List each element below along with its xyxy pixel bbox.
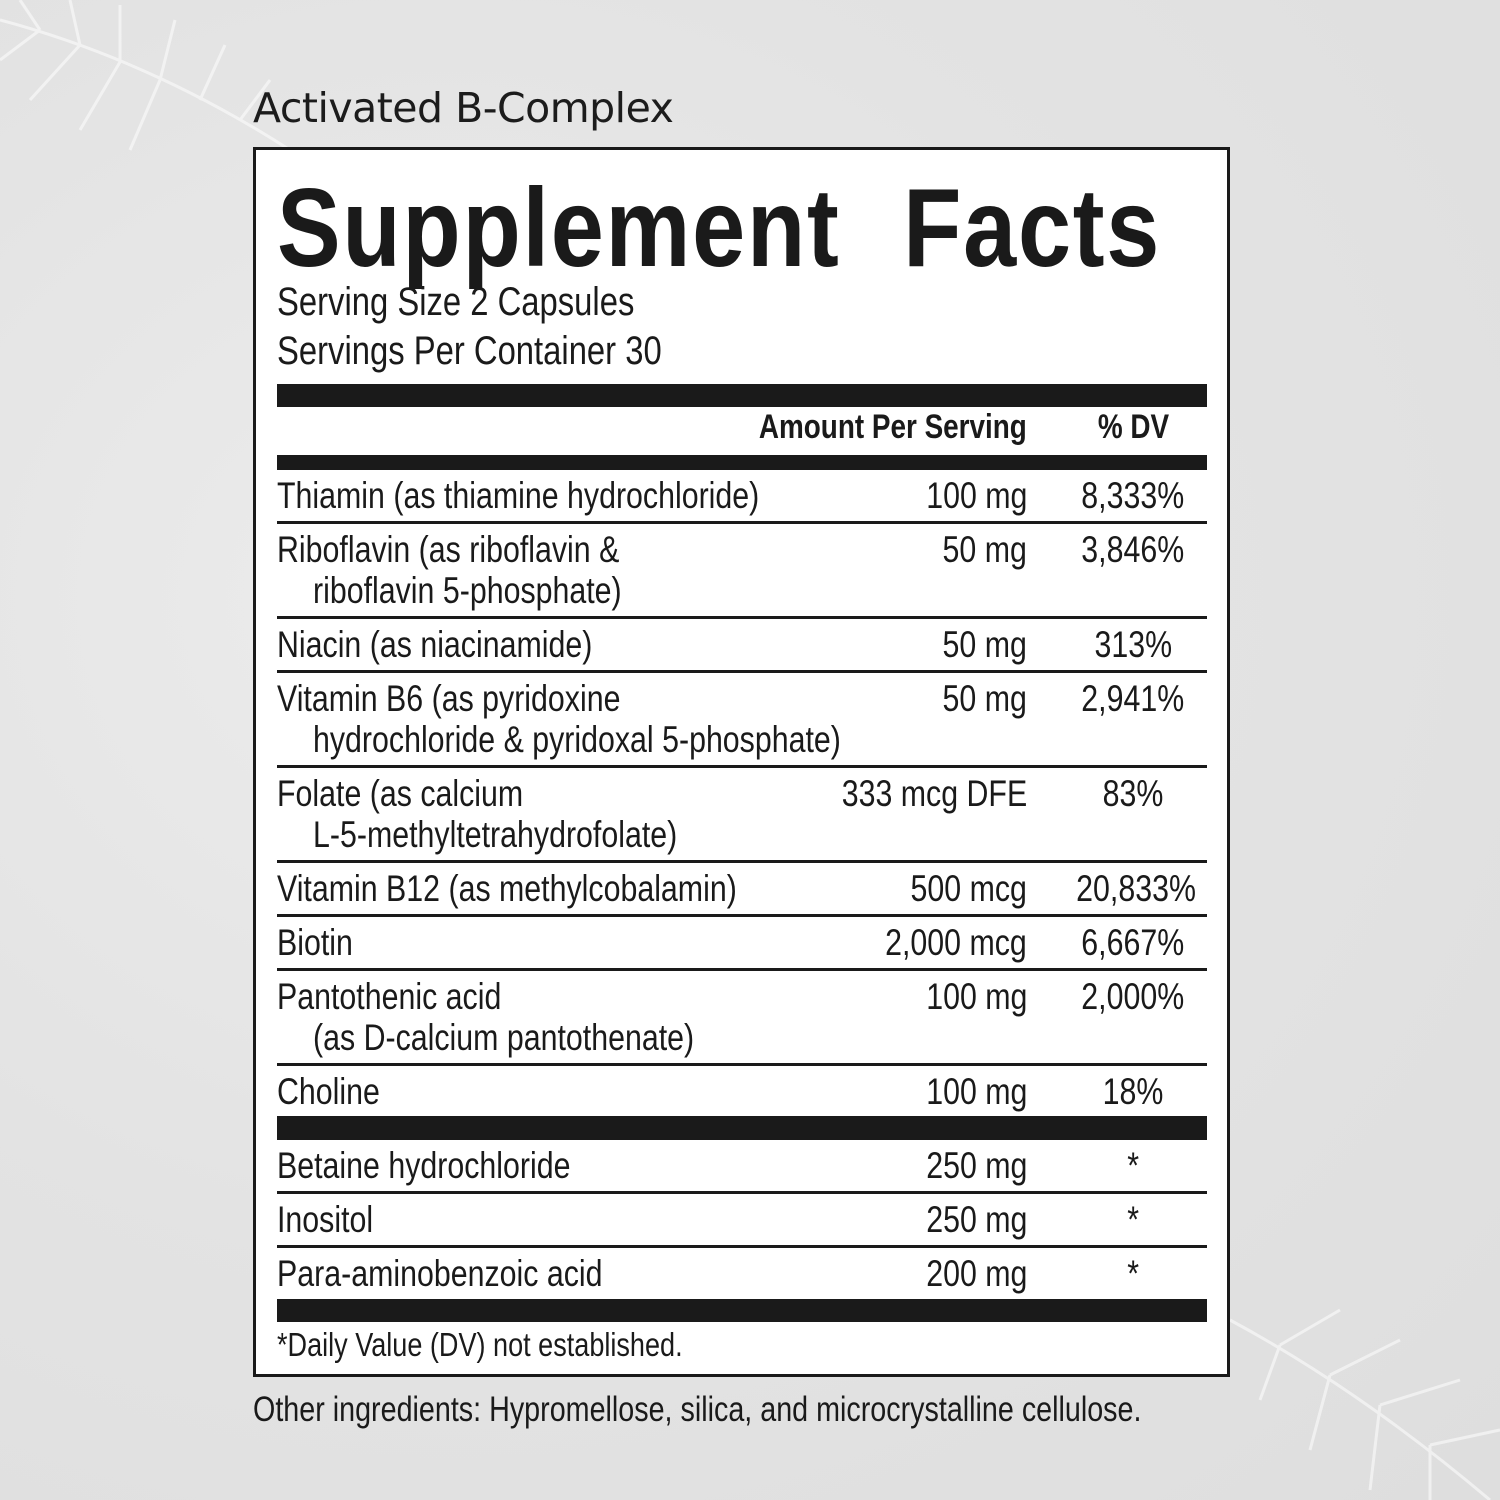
daily-value: 83%: [1102, 773, 1164, 814]
thick-divider: [277, 1116, 1207, 1140]
nutrient-name: Riboflavin (as riboflavin & riboflavin 5-…: [277, 529, 622, 611]
nutrient-name: Niacin (as niacinamide): [277, 624, 593, 665]
daily-value: 8,333%: [1081, 475, 1185, 516]
dv-header: % DV: [1097, 408, 1169, 446]
amount-header: Amount Per Serving: [758, 408, 1027, 446]
amount: 100 mg: [925, 475, 1027, 516]
nutrient-name: Biotin: [277, 922, 353, 963]
table-row: Folate (as calcium L-5-methyltetrahydrofo…: [277, 768, 1207, 863]
table-row: Para-aminobenzoic acid 200 mg *: [277, 1248, 1207, 1302]
supplement-facts-panel: Supplement Facts Serving Size 2 Capsules…: [253, 147, 1230, 1377]
nutrient-name: Choline: [277, 1071, 380, 1112]
serving-size: Serving Size 2 Capsules: [277, 280, 635, 324]
daily-value: 313%: [1094, 624, 1172, 665]
table-row: Biotin 2,000 mcg 6,667%: [277, 917, 1207, 971]
daily-value: 3,846%: [1081, 529, 1185, 570]
nutrient-name: Betaine hydrochloride: [277, 1145, 571, 1186]
nutrient-name: Para-aminobenzoic acid: [277, 1253, 603, 1294]
table-row: Choline 100 mg 18%: [277, 1066, 1207, 1120]
table-row: Inositol 250 mg *: [277, 1194, 1207, 1248]
daily-value: *: [1127, 1199, 1139, 1240]
amount: 50 mg: [942, 529, 1027, 570]
amount: 100 mg: [925, 976, 1027, 1017]
table-row: Pantothenic acid (as D-calcium pantothena…: [277, 971, 1207, 1066]
daily-value: 18%: [1102, 1071, 1164, 1112]
table-row: Vitamin B6 (as pyridoxine hydrochloride &…: [277, 673, 1207, 768]
amount: 500 mcg: [910, 868, 1027, 909]
nutrient-name: Vitamin B12 (as methylcobalamin): [277, 868, 737, 909]
nutrient-name: Folate (as calcium L-5-methyltetrahydrofo…: [277, 773, 678, 855]
amount: 250 mg: [925, 1199, 1027, 1240]
panel-title: Supplement Facts: [277, 166, 1162, 290]
column-header: Amount Per Serving % DV: [277, 408, 1207, 452]
product-name: Activated B-Complex: [253, 84, 674, 132]
footnote: *Daily Value (DV) not established.: [277, 1326, 683, 1363]
nutrient-name: Inositol: [277, 1199, 374, 1240]
daily-value: 2,941%: [1081, 678, 1185, 719]
amount: 50 mg: [942, 678, 1027, 719]
amount: 100 mg: [925, 1071, 1027, 1112]
thick-divider: [277, 1299, 1207, 1322]
palm-leaf-decoration-top-left: [0, 0, 291, 152]
table-row: Thiamin (as thiamine hydrochloride) 100 m…: [277, 470, 1207, 524]
daily-value: *: [1127, 1145, 1139, 1186]
table-row: Betaine hydrochloride 250 mg *: [277, 1140, 1207, 1194]
nutrient-name: Vitamin B6 (as pyridoxine hydrochloride &…: [277, 678, 841, 760]
thick-divider: [277, 384, 1207, 407]
daily-value: 6,667%: [1081, 922, 1185, 963]
amount: 50 mg: [942, 624, 1027, 665]
vitamin-rows: Thiamin (as thiamine hydrochloride) 100 m…: [277, 470, 1207, 1120]
table-row: Niacin (as niacinamide) 50 mg 313%: [277, 619, 1207, 673]
daily-value: *: [1127, 1253, 1139, 1294]
other-ingredients: Other ingredients: Hypromellose, silica,…: [253, 1390, 1142, 1429]
daily-value: 20,833%: [1076, 868, 1196, 909]
nutrient-name: Thiamin (as thiamine hydrochloride): [277, 475, 760, 516]
daily-value: 2,000%: [1081, 976, 1185, 1017]
amount: 333 mcg DFE: [841, 773, 1027, 814]
amount: 200 mg: [925, 1253, 1027, 1294]
servings-per-container: Servings Per Container 30: [277, 329, 662, 373]
nutrient-name: Pantothenic acid (as D-calcium pantothena…: [277, 976, 695, 1058]
table-row: Riboflavin (as riboflavin & riboflavin 5-…: [277, 524, 1207, 619]
palm-leaf-decoration-bottom-right: [1229, 1308, 1500, 1500]
other-rows: Betaine hydrochloride 250 mg * Inositol 250 …: [277, 1140, 1207, 1302]
amount: 250 mg: [925, 1145, 1027, 1186]
table-row: Vitamin B12 (as methylcobalamin) 500 mcg 2…: [277, 863, 1207, 917]
amount: 2,000 mcg: [885, 922, 1027, 963]
thick-divider: [277, 455, 1207, 470]
